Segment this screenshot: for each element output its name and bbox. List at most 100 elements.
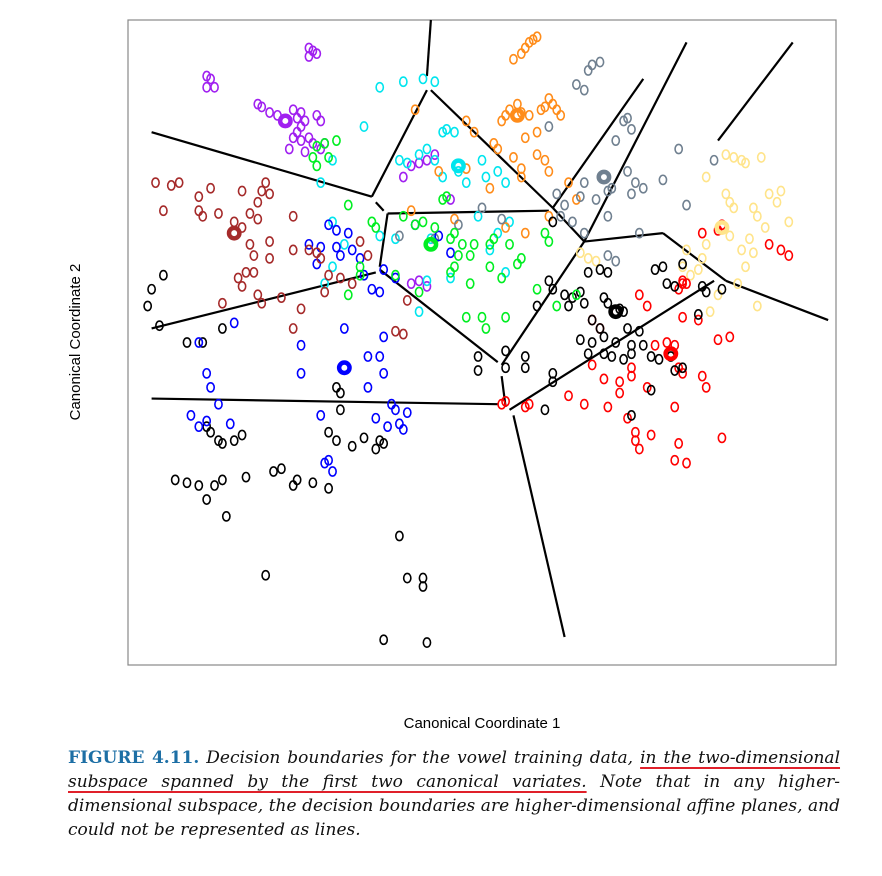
data-point-green — [450, 261, 459, 273]
data-point-black — [324, 426, 333, 438]
data-point-black — [335, 404, 345, 416]
data-point-black — [359, 432, 369, 444]
data-point-brown — [320, 286, 330, 298]
data-point-brown — [265, 252, 274, 264]
data-point-orange — [493, 143, 503, 155]
data-point-red — [682, 457, 691, 469]
data-point-red — [524, 398, 534, 410]
data-point-cyan — [375, 81, 385, 93]
data-point-black — [548, 283, 558, 295]
data-point-green — [414, 286, 424, 298]
data-point-black — [371, 443, 381, 455]
centroid-slategray — [596, 169, 612, 185]
data-point-blue — [375, 286, 385, 298]
boundary-line — [662, 232, 727, 282]
data-point-red — [764, 238, 774, 250]
data-point-blue — [379, 367, 389, 379]
data-point-blue — [394, 418, 404, 430]
boundary-line — [374, 201, 385, 212]
data-point-green — [450, 227, 459, 239]
data-point-black — [379, 438, 389, 449]
data-point-cyan — [402, 157, 412, 169]
data-point-orange — [520, 227, 530, 239]
data-point-blue — [402, 407, 412, 419]
data-point-blue — [379, 264, 389, 275]
data-point-brown — [217, 297, 227, 309]
data-point-black — [324, 482, 333, 494]
data-point-black — [599, 348, 609, 360]
data-point-green — [552, 300, 562, 312]
data-point-purple — [265, 107, 274, 118]
data-point-brown — [253, 213, 263, 225]
data-point-brown — [391, 325, 400, 337]
centroid-lightgoldenrod — [714, 220, 730, 235]
data-point-green — [442, 191, 451, 203]
data-point-brown — [276, 292, 286, 304]
data-point-green — [469, 238, 479, 250]
data-point-lightgoldenrod — [733, 278, 743, 290]
data-point-black — [501, 345, 510, 357]
data-point-slategray — [477, 202, 487, 214]
data-point-slategray — [560, 199, 569, 211]
boundary-line — [500, 240, 586, 366]
boundary-line — [425, 19, 432, 77]
data-point-black — [241, 471, 251, 483]
data-point-black — [394, 530, 404, 542]
data-point-lightgoldenrod — [721, 188, 731, 200]
data-point-red — [564, 390, 573, 402]
caption-underlined-text: in the two-dimensional subspace spanned … — [68, 748, 841, 792]
data-point-orange — [524, 109, 534, 121]
data-point-black — [261, 569, 271, 581]
data-point-black — [693, 309, 703, 320]
data-point-slategray — [603, 250, 613, 261]
data-point-purple — [210, 81, 219, 93]
data-point-red — [579, 398, 589, 410]
data-point-brown — [253, 196, 263, 208]
data-point-cyan — [422, 143, 432, 155]
data-point-slategray — [611, 255, 621, 267]
data-point-green — [485, 261, 495, 273]
decision-boundaries — [151, 19, 829, 638]
centroid-blue — [336, 360, 352, 376]
data-point-purple — [257, 101, 267, 113]
data-point-cyan — [481, 171, 491, 183]
data-point-lightgoldenrod — [752, 300, 762, 312]
data-point-cyan — [493, 166, 503, 177]
scatter-plot: Canonical Coordinate 1 Canonical Coordin… — [67, 19, 837, 732]
data-point-orange — [544, 166, 554, 177]
data-point-black — [206, 426, 215, 438]
data-point-slategray — [634, 227, 644, 239]
data-point-green — [410, 219, 420, 231]
data-point-purple — [304, 51, 314, 62]
data-point-brown — [257, 185, 267, 197]
data-point-cyan — [418, 73, 428, 85]
data-point-red — [634, 443, 644, 455]
data-point-orange — [410, 104, 420, 116]
data-point-black — [627, 410, 636, 421]
centroid-black — [608, 304, 624, 320]
data-point-red — [693, 314, 703, 326]
data-point-cyan — [446, 272, 455, 284]
data-point-purple — [300, 146, 310, 158]
data-point-blue — [335, 250, 345, 261]
data-point-blue — [379, 331, 389, 343]
data-point-black — [627, 348, 636, 360]
data-point-slategray — [394, 230, 404, 242]
data-point-black — [237, 429, 247, 441]
data-point-cyan — [316, 177, 326, 189]
data-point-green — [453, 250, 463, 261]
boundary-line — [378, 213, 389, 267]
data-point-blue — [363, 351, 373, 362]
data-point-lightgoldenrod — [725, 230, 735, 242]
data-point-black — [603, 266, 613, 278]
data-point-slategray — [575, 191, 585, 203]
boundary-line — [717, 41, 794, 142]
data-point-green — [457, 238, 467, 250]
data-point-red — [627, 370, 636, 382]
data-point-blue — [202, 415, 212, 427]
data-point-cyan — [477, 154, 487, 166]
data-point-blue — [363, 381, 373, 393]
data-point-red — [634, 289, 644, 301]
data-point-red — [674, 438, 684, 449]
data-point-blue — [343, 227, 353, 239]
